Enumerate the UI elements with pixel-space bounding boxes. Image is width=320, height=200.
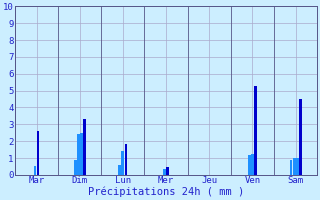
Bar (251, 154, 254, 175)
Bar (122, 151, 124, 175)
Bar (34, 166, 36, 175)
Bar (36, 131, 39, 175)
X-axis label: Précipitations 24h ( mm ): Précipitations 24h ( mm ) (88, 187, 244, 197)
Bar (80, 133, 83, 175)
Bar (163, 169, 166, 175)
Bar (166, 167, 169, 175)
Bar (118, 165, 121, 175)
Bar (293, 158, 295, 175)
Bar (254, 86, 257, 175)
Bar (248, 155, 251, 175)
Bar (77, 134, 80, 175)
Bar (299, 99, 301, 175)
Bar (83, 119, 86, 175)
Bar (290, 160, 292, 175)
Bar (124, 144, 127, 175)
Bar (74, 160, 76, 175)
Bar (296, 158, 299, 175)
